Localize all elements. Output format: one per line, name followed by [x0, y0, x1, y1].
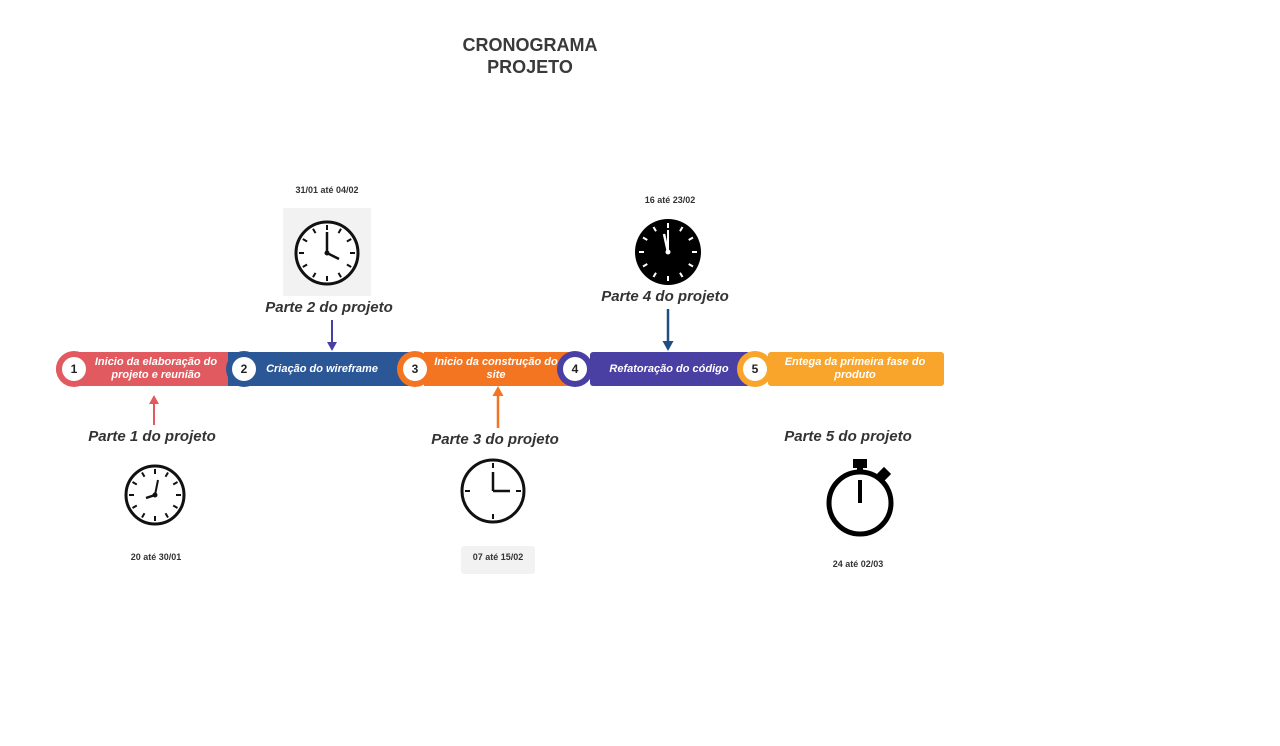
timeline-segment-3: Inicio da construção do site — [424, 352, 570, 386]
part-3-date: 07 até 15/02 — [472, 552, 524, 562]
part-2-label: Parte 2 do projeto — [265, 299, 393, 316]
segment-5-label: Entega da primeira fase do produto — [784, 356, 926, 381]
step-2-number: 2 — [232, 357, 256, 381]
arrow-down-icon — [327, 320, 337, 351]
part-2-date: 31/01 até 04/02 — [295, 185, 359, 195]
step-4-badge: 4 — [557, 351, 593, 387]
arrow-up-icon — [149, 395, 159, 425]
part-3-label: Parte 3 do projeto — [431, 431, 559, 448]
part-4-label: Parte 4 do projeto — [601, 288, 729, 305]
part-1-label: Parte 1 do projeto — [88, 428, 216, 445]
clock-icon — [124, 464, 186, 526]
step-3-number: 3 — [403, 357, 427, 381]
segment-4-label: Refatoração do código — [609, 362, 729, 375]
title-line-1: CRONOGRAMA — [462, 35, 598, 55]
segment-1-label: Inicio da elaboração do projeto e reuniã… — [94, 356, 218, 381]
page-title: CRONOGRAMA PROJETO — [430, 34, 630, 78]
step-1-number: 1 — [62, 357, 86, 381]
clock-icon — [460, 458, 526, 524]
step-1-badge: 1 — [56, 351, 92, 387]
part-4-date: 16 até 23/02 — [644, 195, 696, 205]
clock-icon — [635, 219, 701, 285]
part-5-date: 24 até 02/03 — [832, 559, 884, 569]
step-4-number: 4 — [563, 357, 587, 381]
part-3-date-box — [461, 546, 535, 574]
stopwatch-icon — [826, 459, 894, 537]
timeline-segment-5: Entega da primeira fase do produto — [768, 352, 944, 386]
timeline-segment-4: Refatoração do código — [590, 352, 750, 386]
step-5-number: 5 — [743, 357, 767, 381]
segment-2-label: Criação do wireframe — [266, 362, 378, 375]
part-1-date: 20 até 30/01 — [130, 552, 182, 562]
step-5-badge: 5 — [737, 351, 773, 387]
step-3-badge: 3 — [397, 351, 433, 387]
arrow-down-icon — [662, 309, 674, 351]
title-line-2: PROJETO — [487, 57, 573, 77]
part-5-label: Parte 5 do projeto — [784, 428, 912, 445]
arrow-up-icon — [492, 386, 504, 428]
segment-3-label: Inicio da construção do site — [434, 356, 558, 381]
clock-icon — [294, 220, 360, 286]
step-2-badge: 2 — [226, 351, 262, 387]
